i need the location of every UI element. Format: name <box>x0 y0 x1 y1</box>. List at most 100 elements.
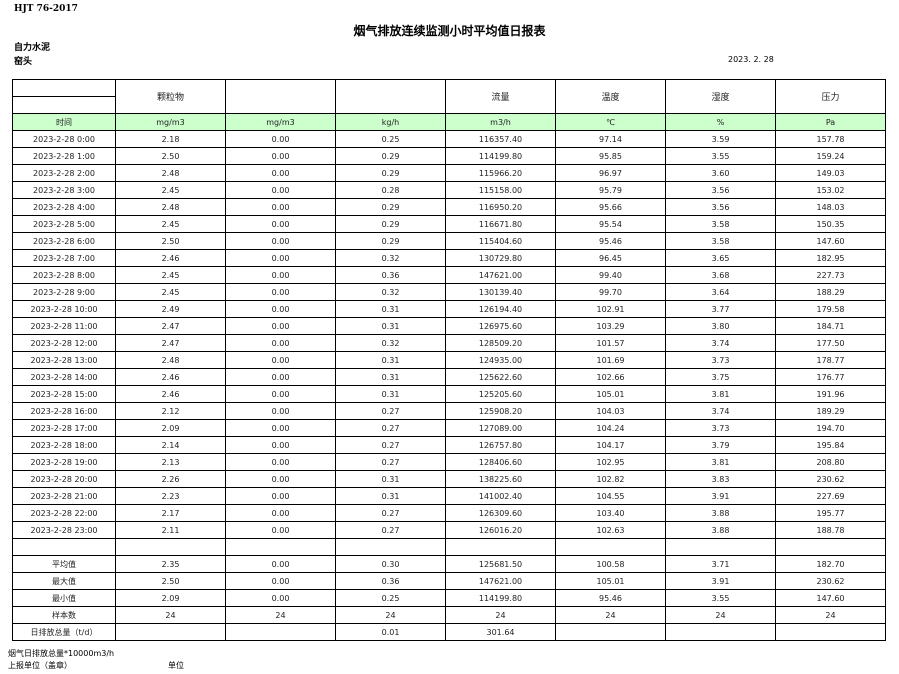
table-cell: 179.58 <box>775 300 886 318</box>
table-cell: 2023-2-28 21:00 <box>12 487 116 505</box>
table-row: 2023-2-28 3:00 2.45 0.00 0.28 115158.00 95.79… <box>12 181 886 199</box>
table-cell: 3.75 <box>665 368 776 386</box>
table-cell: 3.64 <box>665 283 776 301</box>
table-cell: 130139.40 <box>445 283 556 301</box>
table-cell: 0.00 <box>225 504 336 522</box>
table-cell: 2023-2-28 13:00 <box>12 351 116 369</box>
table-cell: 2023-2-28 20:00 <box>12 470 116 488</box>
unit-cell: ℃ <box>555 113 666 131</box>
table-cell: 3.73 <box>665 351 776 369</box>
table-row: 2023-2-28 19:00 2.13 0.00 0.27 128406.60 102.… <box>12 453 886 471</box>
table-cell: 0.27 <box>335 436 446 454</box>
table-row: 2023-2-28 10:00 2.49 0.00 0.31 126194.40 102.… <box>12 300 886 318</box>
table-cell: 0.00 <box>225 453 336 471</box>
table-row: 2023-2-28 23:00 2.11 0.00 0.27 126016.20 102.… <box>12 521 886 539</box>
table-cell: 0.31 <box>335 385 446 403</box>
table-cell: 0.27 <box>335 402 446 420</box>
table-cell: 3.88 <box>665 521 776 539</box>
table-cell: 116357.40 <box>445 130 556 148</box>
table-cell: 0.31 <box>335 300 446 318</box>
table-cell: 3.60 <box>665 164 776 182</box>
table-row: 2023-2-28 12:00 2.47 0.00 0.32 128509.20 101.… <box>12 334 886 352</box>
table-cell: 2.47 <box>115 317 226 335</box>
table-row: 2023-2-28 15:00 2.46 0.00 0.31 125205.60 105.… <box>12 385 886 403</box>
table-cell: 125908.20 <box>445 402 556 420</box>
summary-row: 样本数 24 24 24 24 24 24 24 <box>12 606 886 624</box>
summary-row: 日排放总量（t/d） 0.01 301.64 <box>12 623 886 641</box>
table-cell: 0.00 <box>225 198 336 216</box>
table-cell: 127089.00 <box>445 419 556 437</box>
report-title: 烟气排放连续监测小时平均值日报表 <box>353 24 546 38</box>
summary-cell: 24 <box>335 606 446 624</box>
table-cell: 2.09 <box>115 419 226 437</box>
units-row: 时间 mg/m3 mg/m3 kg/h m3/h ℃% Pa <box>12 113 886 131</box>
unit-cell: Pa <box>775 113 886 131</box>
table-cell: 2.13 <box>115 453 226 471</box>
column-header: 流量 <box>445 79 556 114</box>
table-cell: 101.57 <box>555 334 666 352</box>
table-cell: 105.01 <box>555 385 666 403</box>
table-cell: 0.00 <box>225 181 336 199</box>
table-cell: 0.00 <box>225 147 336 165</box>
summary-cell: 147621.00 <box>445 572 556 590</box>
table-cell: 3.74 <box>665 402 776 420</box>
table-cell: 0.29 <box>335 232 446 250</box>
table-cell: 95.85 <box>555 147 666 165</box>
table-cell: 0.00 <box>225 436 336 454</box>
summary-cell: 0.00 <box>225 589 336 607</box>
table-cell: 102.66 <box>555 368 666 386</box>
header-corner-bottom <box>12 96 116 114</box>
blank-cell <box>115 538 226 556</box>
table-cell: 3.79 <box>665 436 776 454</box>
table-cell: 0.00 <box>225 487 336 505</box>
column-header: 湿度 <box>665 79 776 114</box>
table-cell: 2.48 <box>115 164 226 182</box>
table-cell: 230.62 <box>775 470 886 488</box>
table-row: 2023-2-28 9:00 2.45 0.00 0.32 130139.40 99.70… <box>12 283 886 301</box>
footer-note: 烟气日排放总量*10000m3/h <box>8 649 115 658</box>
summary-cell: 230.62 <box>775 572 886 590</box>
table-row: 2023-2-28 0:00 2.18 0.00 0.25 116357.40 97.14… <box>12 130 886 148</box>
table-cell: 0.00 <box>225 521 336 539</box>
table-cell: 2023-2-28 7:00 <box>12 249 116 267</box>
table-cell: 188.78 <box>775 521 886 539</box>
summary-cell: 平均值 <box>12 555 116 573</box>
table-cell: 0.32 <box>335 283 446 301</box>
table-cell: 3.68 <box>665 266 776 284</box>
table-row: 2023-2-28 16:00 2.12 0.00 0.27 125908.20 104.… <box>12 402 886 420</box>
table-cell: 3.56 <box>665 181 776 199</box>
table-cell: 126309.60 <box>445 504 556 522</box>
table-cell: 2.17 <box>115 504 226 522</box>
table-cell: 2.14 <box>115 436 226 454</box>
table-cell: 126975.60 <box>445 317 556 335</box>
table-cell: 0.31 <box>335 487 446 505</box>
table-cell: 2.23 <box>115 487 226 505</box>
table-cell: 159.24 <box>775 147 886 165</box>
standard-code: HJT 76-2017 <box>14 4 78 14</box>
summary-cell: 最大值 <box>12 572 116 590</box>
table-cell: 138225.60 <box>445 470 556 488</box>
table-row: 2023-2-28 20:00 2.26 0.00 0.31 138225.60 102.… <box>12 470 886 488</box>
blank-cell <box>335 538 446 556</box>
table-cell: 150.35 <box>775 215 886 233</box>
summary-cell <box>775 623 886 641</box>
table-cell: 0.00 <box>225 283 336 301</box>
summary-cell: 3.55 <box>665 589 776 607</box>
table-cell: 149.03 <box>775 164 886 182</box>
table-cell: 2023-2-28 14:00 <box>12 368 116 386</box>
table-cell: 124935.00 <box>445 351 556 369</box>
table-cell: 2023-2-28 6:00 <box>12 232 116 250</box>
table-cell: 2.47 <box>115 334 226 352</box>
table-cell: 2023-2-28 1:00 <box>12 147 116 165</box>
table-cell: 0.36 <box>335 266 446 284</box>
column-header: 压力 <box>775 79 886 114</box>
blank-row <box>12 538 886 556</box>
table-cell: 101.69 <box>555 351 666 369</box>
table-cell: 99.70 <box>555 283 666 301</box>
table-cell: 0.00 <box>225 215 336 233</box>
table-cell: 2023-2-28 3:00 <box>12 181 116 199</box>
table-cell: 147.60 <box>775 232 886 250</box>
table-cell: 0.31 <box>335 351 446 369</box>
table-cell: 141002.40 <box>445 487 556 505</box>
table-cell: 0.00 <box>225 470 336 488</box>
